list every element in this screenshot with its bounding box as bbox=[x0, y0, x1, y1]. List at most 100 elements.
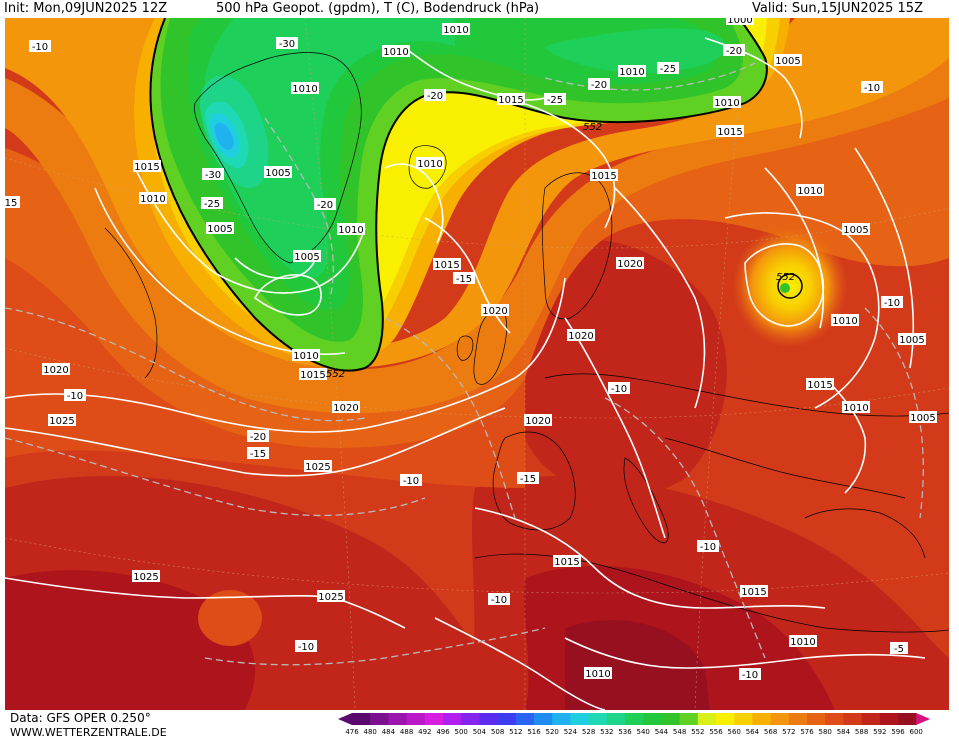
field-568-band bbox=[5, 38, 949, 414]
colorbar-swatch bbox=[679, 713, 699, 725]
pressure-label: 1010 bbox=[291, 82, 319, 95]
pressure-label: 1010 bbox=[618, 65, 646, 78]
colorbar-tick-label: 480 bbox=[364, 728, 377, 736]
colorbar-tick-label: 536 bbox=[618, 728, 632, 736]
website: WWW.WETTERZENTRALE.DE bbox=[10, 726, 167, 739]
svg-text:1020: 1020 bbox=[525, 416, 550, 427]
colorbar-tick-label: 500 bbox=[455, 728, 468, 736]
pressure-label: 1015 bbox=[806, 378, 834, 391]
pressure-label: 1010 bbox=[382, 45, 410, 58]
temperature-label: -15 bbox=[517, 472, 539, 485]
balkan-coast bbox=[664, 437, 906, 499]
svg-text:-15: -15 bbox=[520, 474, 536, 485]
pressure-label: 1025 bbox=[132, 570, 160, 583]
svg-text:1020: 1020 bbox=[43, 365, 68, 376]
svg-text:-25: -25 bbox=[660, 64, 676, 75]
isobar-1015-c bbox=[504, 97, 616, 229]
geopotential-labels: 552 552 552 bbox=[326, 122, 795, 380]
colorbar-swatch bbox=[534, 713, 553, 725]
pressure-label: 1000 bbox=[726, 18, 754, 26]
temperature-label: -20 bbox=[424, 89, 446, 102]
pressure-label: 1005 bbox=[842, 223, 870, 236]
colorbar-tick-label: 592 bbox=[873, 728, 886, 736]
temperature-label: -10 bbox=[295, 640, 317, 653]
pressure-label: 1010 bbox=[337, 223, 365, 236]
colorbar-tick-label: 560 bbox=[728, 728, 741, 736]
pressure-label: 1015 bbox=[716, 125, 744, 138]
isobar-1015-d bbox=[724, 212, 880, 409]
svg-text:-20: -20 bbox=[726, 46, 742, 57]
isotherm-minus20-n bbox=[544, 62, 756, 91]
pressure-label: 1010 bbox=[442, 23, 470, 36]
svg-text:1010: 1010 bbox=[383, 47, 408, 58]
svg-text:1015: 1015 bbox=[134, 162, 159, 173]
field-592 bbox=[5, 570, 255, 710]
colorbar-tick-label: 496 bbox=[436, 728, 450, 736]
colorbar-tick-label: 488 bbox=[400, 728, 413, 736]
pressure-label: 1005 bbox=[264, 166, 292, 179]
svg-text:-25: -25 bbox=[204, 199, 220, 210]
isobar-1025-a bbox=[5, 407, 506, 477]
temperature-label: -30 bbox=[202, 168, 224, 181]
svg-text:1005: 1005 bbox=[843, 225, 868, 236]
field-536-trough bbox=[205, 18, 455, 279]
geopotential-552-east bbox=[777, 273, 803, 299]
svg-text:1015: 1015 bbox=[498, 95, 523, 106]
temperature-label: -30 bbox=[276, 37, 298, 50]
init-time: Init: Mon,09JUN2025 12Z bbox=[4, 1, 168, 16]
temperature-label: -25 bbox=[657, 62, 679, 75]
colorbar-swatch bbox=[825, 713, 844, 725]
svg-text:-10: -10 bbox=[611, 384, 627, 395]
colorbar-swatch bbox=[352, 713, 371, 725]
colorbar-tick-label: 512 bbox=[509, 728, 522, 736]
svg-text:1015: 1015 bbox=[741, 587, 766, 598]
svg-text:1005: 1005 bbox=[207, 224, 232, 235]
temperature-label: -10 bbox=[64, 389, 86, 402]
central-europe-border bbox=[544, 373, 949, 417]
colorbar-swatch bbox=[788, 713, 808, 725]
pressure-label: 1020 bbox=[567, 329, 595, 342]
svg-text:1020: 1020 bbox=[482, 306, 507, 317]
temperature-label: -25 bbox=[544, 93, 566, 106]
colorbar-swatch bbox=[461, 713, 480, 725]
temperature-label: -10 bbox=[739, 668, 761, 681]
pressure-label: 1015 bbox=[590, 169, 618, 182]
data-source: Data: GFS OPER 0.250° bbox=[10, 711, 151, 725]
svg-text:-25: -25 bbox=[547, 95, 563, 106]
pressure-label: 1010 bbox=[416, 157, 444, 170]
svg-text:-10: -10 bbox=[700, 542, 716, 553]
colorbar-swatch bbox=[570, 713, 590, 725]
geopotential-label: 552 bbox=[776, 272, 795, 283]
svg-text:15: 15 bbox=[5, 198, 17, 209]
temperature-label: -10 bbox=[488, 593, 510, 606]
temperature-label: -20 bbox=[723, 44, 745, 57]
colorbar-swatch bbox=[716, 713, 735, 725]
pressure-label: 1020 bbox=[481, 304, 509, 317]
isobar-1010-n bbox=[404, 47, 546, 101]
pressure-label: 1010 bbox=[139, 192, 167, 205]
colorbar-arrow-right bbox=[916, 713, 931, 725]
svg-text:1010: 1010 bbox=[293, 351, 318, 362]
svg-text:-5: -5 bbox=[894, 644, 904, 655]
pressure-label: 15 bbox=[5, 196, 20, 209]
isobar-1010-south bbox=[564, 637, 926, 669]
colorbar-tick-label: 504 bbox=[473, 728, 487, 736]
isotherm-minus10-b bbox=[204, 627, 546, 666]
pressure-label: 1010 bbox=[842, 401, 870, 414]
colorbar-tick-label: 556 bbox=[709, 728, 723, 736]
colorbar-swatch bbox=[588, 713, 608, 725]
colorbar-swatch bbox=[861, 713, 881, 725]
temperature-label: -20 bbox=[314, 198, 336, 211]
turkey-coast bbox=[804, 508, 926, 559]
svg-text:1005: 1005 bbox=[910, 413, 935, 424]
colorbar-swatch bbox=[807, 713, 826, 725]
field-564-band bbox=[5, 18, 949, 368]
svg-text:1000: 1000 bbox=[727, 18, 752, 26]
svg-text:-15: -15 bbox=[250, 449, 266, 460]
isotherms bbox=[5, 62, 924, 666]
svg-text:-20: -20 bbox=[427, 91, 443, 102]
colorbar-tick-label: 600 bbox=[910, 728, 923, 736]
pressure-label: 1015 bbox=[299, 368, 327, 381]
svg-text:1010: 1010 bbox=[292, 84, 317, 95]
colorbar-swatch bbox=[734, 713, 753, 725]
